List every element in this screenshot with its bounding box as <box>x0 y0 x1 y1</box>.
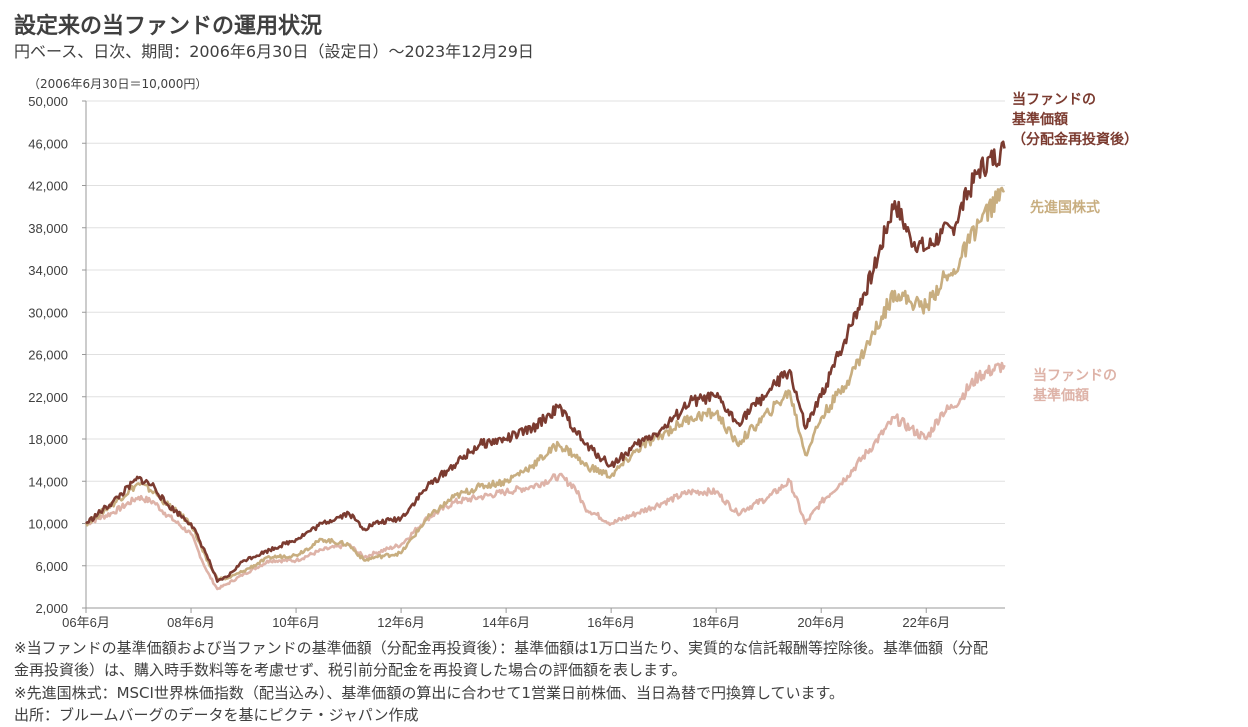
x-tick-label: 14年6月 <box>482 615 530 630</box>
series-label-line: 当ファンドの <box>1012 92 1096 108</box>
series-line <box>84 186 1005 582</box>
y-tick-label: 14,000 <box>28 474 68 489</box>
x-tick-label: 10年6月 <box>272 615 320 630</box>
y-tick-label: 50,000 <box>28 94 68 109</box>
x-tick-label: 08年6月 <box>167 615 215 630</box>
footnote-2: 金再投資後）は、購入時手数料等を考慮せず、税引前分配金を再投資した場合の評価額を… <box>14 661 687 679</box>
series-label-line: 基準価額 <box>1012 112 1068 128</box>
footnote-source: 出所：ブルームバーグのデータを基にピクテ・ジャパン作成 <box>14 706 419 724</box>
x-tick-label: 18年6月 <box>692 615 740 630</box>
y-tick-label: 46,000 <box>28 136 68 151</box>
y-tick-label: 6,000 <box>35 559 68 574</box>
series-label-developed-equity: 先進国株式 <box>1030 198 1100 218</box>
y-tick-label: 22,000 <box>28 390 68 405</box>
y-tick-label: 2,000 <box>35 601 68 616</box>
y-tick-label: 10,000 <box>28 517 68 532</box>
chart-subtitle: 円ベース、日次、期間：2006年6月30日（設定日）～2023年12月29日 <box>14 42 534 61</box>
series-line <box>85 361 1006 591</box>
y-tick-label: 26,000 <box>28 348 68 363</box>
footnote-1: ※当ファンドの基準価額および当ファンドの基準価額（分配金再投資後）：基準価額は1… <box>14 639 989 657</box>
series-label-fund-nav: 当ファンドの 基準価額 <box>1033 366 1117 406</box>
y-axis-unit-note: （2006年6月30日＝10,000円） <box>28 77 208 91</box>
series-label-line: 基準価額 <box>1033 388 1089 404</box>
chart-title: 設定来の当ファンドの運用状況 <box>14 14 323 39</box>
x-tick-label: 16年6月 <box>587 615 635 630</box>
series-label-line: 当ファンドの <box>1033 368 1117 384</box>
y-tick-label: 30,000 <box>28 305 68 320</box>
y-tick-label: 34,000 <box>28 263 68 278</box>
x-tick-label: 06年6月 <box>62 615 110 630</box>
series-label-line: 先進国株式 <box>1030 200 1100 216</box>
series-label-fund-reinvested: 当ファンドの 基準価額 （分配金再投資後） <box>1012 90 1138 150</box>
series-label-line: （分配金再投資後） <box>1012 132 1138 148</box>
y-tick-label: 42,000 <box>28 179 68 194</box>
x-tick-label: 12年6月 <box>377 615 425 630</box>
x-tick-label: 22年6月 <box>902 615 950 630</box>
y-tick-label: 38,000 <box>28 221 68 236</box>
y-tick-label: 18,000 <box>28 432 68 447</box>
footnote-3: ※先進国株式：MSCI世界株価指数（配当込み）、基準価額の算出に合わせて1営業日… <box>14 684 845 702</box>
series-line <box>85 140 1006 583</box>
x-tick-label: 20年6月 <box>797 615 845 630</box>
